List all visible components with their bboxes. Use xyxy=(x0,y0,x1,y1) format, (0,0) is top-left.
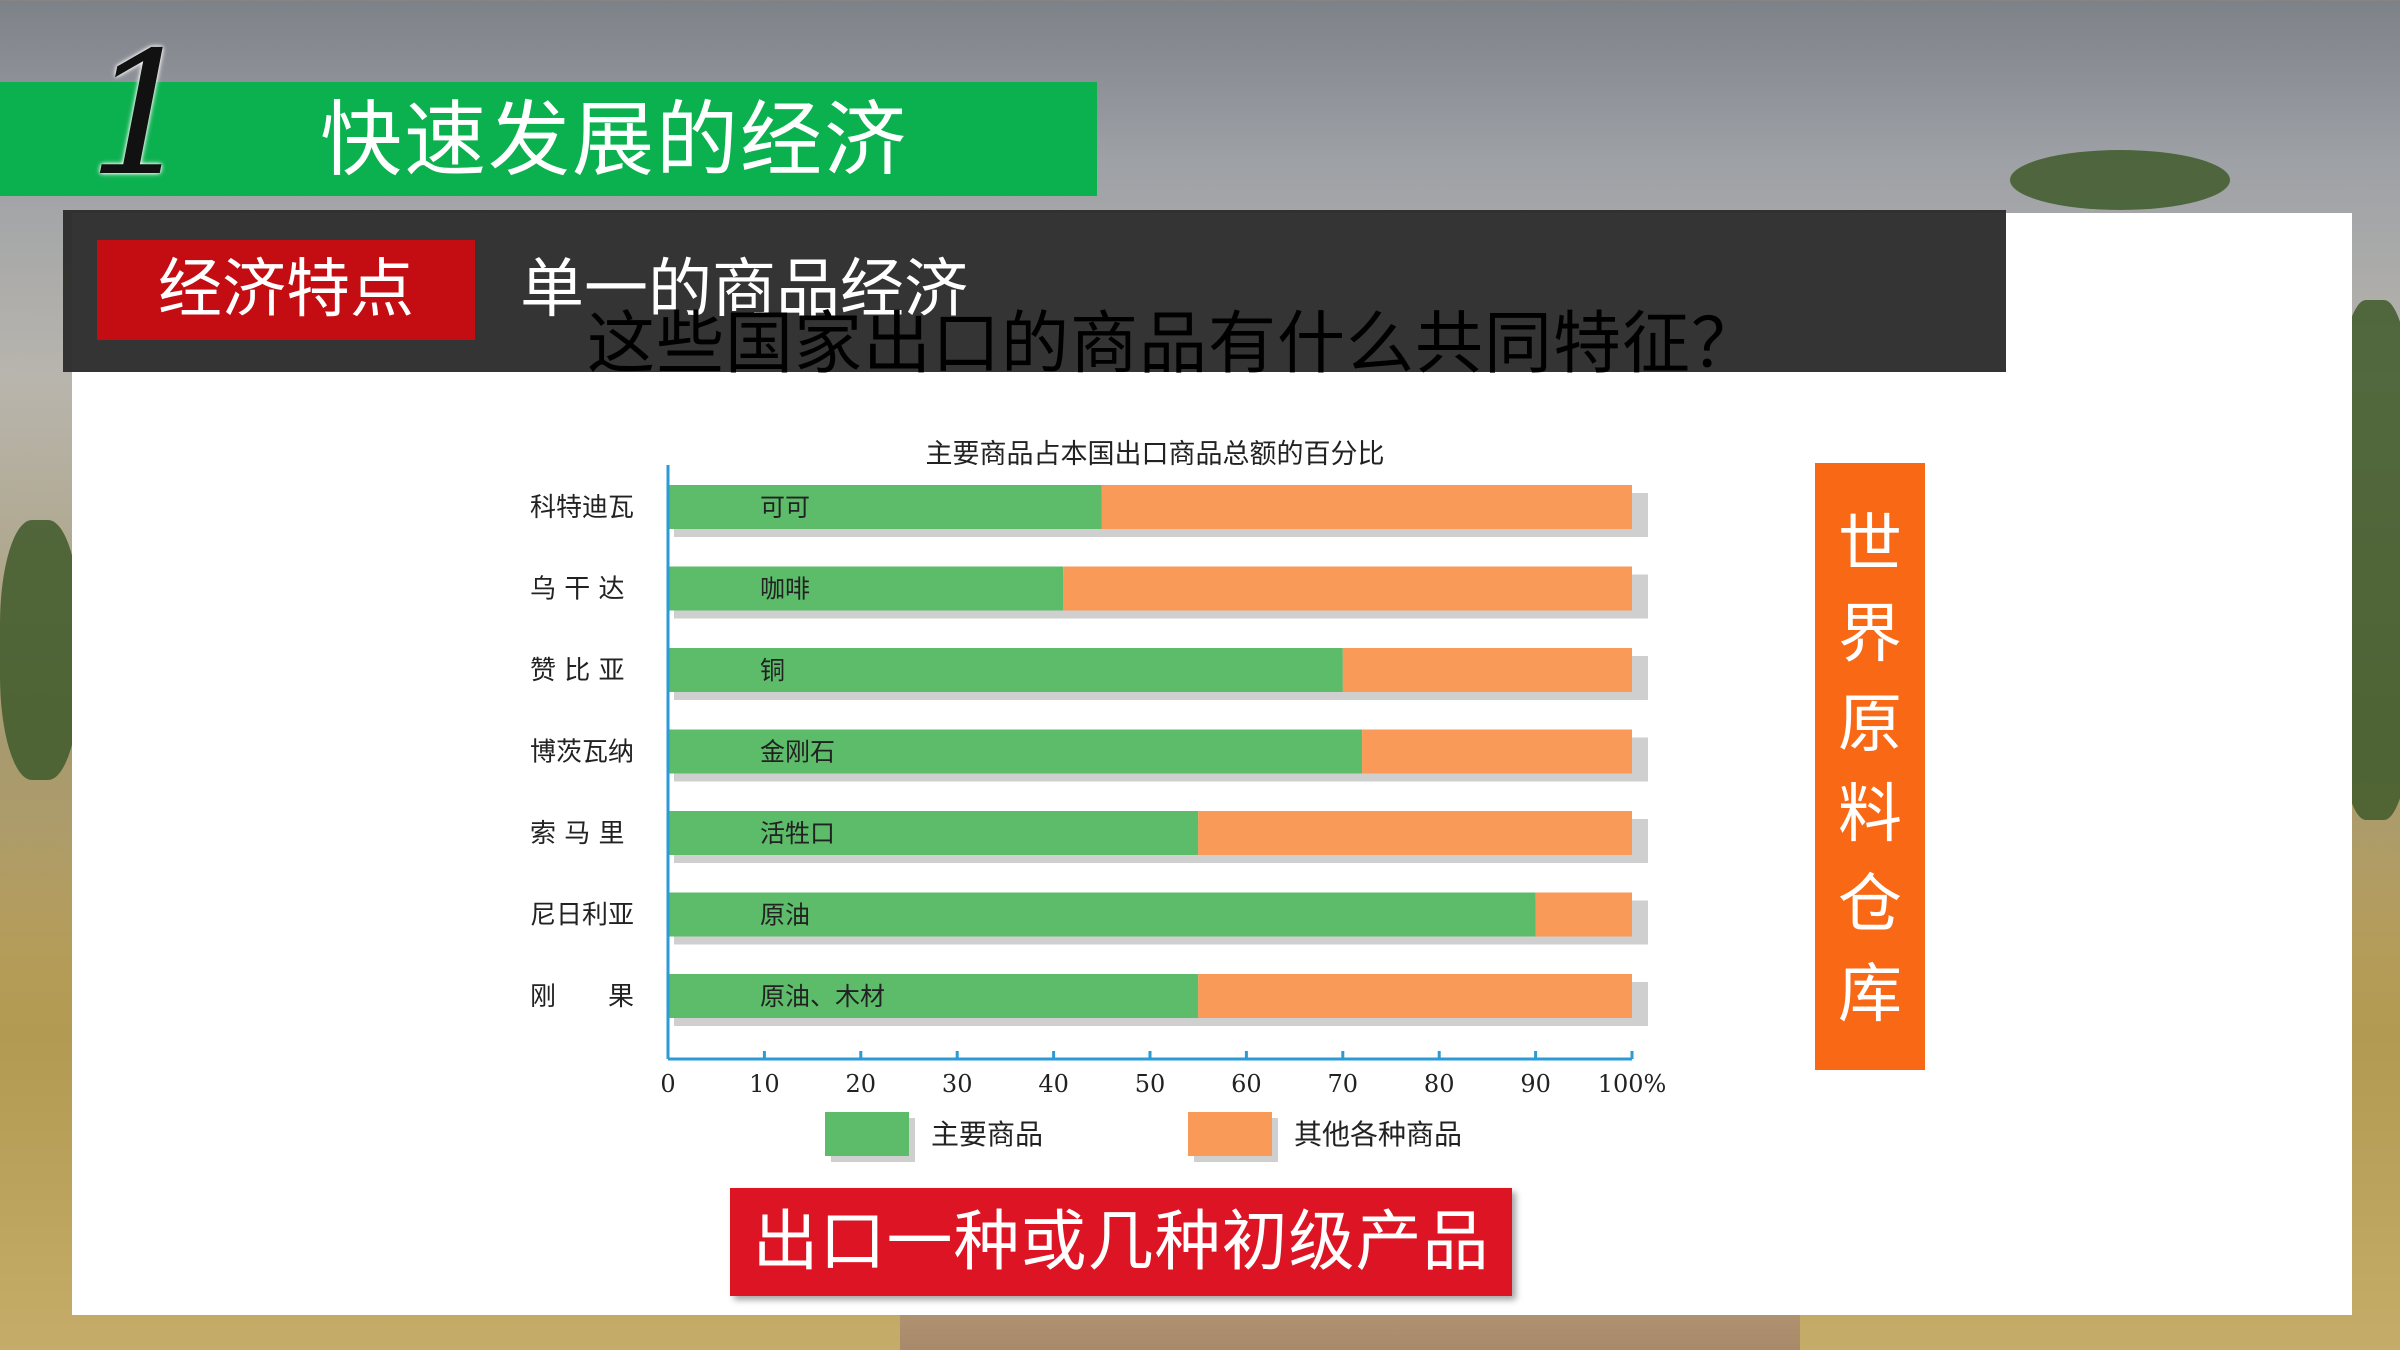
bar-other xyxy=(1362,730,1632,774)
legend-label: 其他各种商品 xyxy=(1294,1118,1462,1151)
bar-label: 金刚石 xyxy=(760,738,835,767)
x-tick-label: 50 xyxy=(1135,1070,1166,1098)
x-tick-label: 0 xyxy=(660,1070,675,1098)
bar-other xyxy=(1102,485,1632,529)
bar-label: 原油 xyxy=(760,901,810,930)
side-char: 世 xyxy=(1815,500,1925,590)
legend-swatch xyxy=(825,1112,909,1156)
side-char: 仓 xyxy=(1815,860,1925,950)
side-char: 料 xyxy=(1815,770,1925,860)
legend-swatch xyxy=(1188,1112,1272,1156)
category-label: 刚 果 xyxy=(530,982,634,1012)
category-label: 科特迪瓦 xyxy=(530,493,634,523)
x-tick-label: 30 xyxy=(942,1070,973,1098)
conclusion-text: 出口一种或几种初级产品 xyxy=(730,1188,1512,1296)
category-label: 索 马 里 xyxy=(530,819,625,849)
side-char: 库 xyxy=(1815,950,1925,1040)
bar-other xyxy=(1343,648,1632,692)
bar-main xyxy=(668,811,1198,855)
category-label: 乌 干 达 xyxy=(530,575,625,605)
chart-title: 主要商品占本国出口商品总额的百分比 xyxy=(926,439,1385,470)
side-char: 界 xyxy=(1815,590,1925,680)
side-char: 原 xyxy=(1815,680,1925,770)
feature-tag: 经济特点 xyxy=(97,240,475,340)
bar-label: 咖啡 xyxy=(760,575,810,604)
x-tick-label: 70 xyxy=(1328,1070,1359,1098)
category-label: 赞 比 亚 xyxy=(530,656,625,686)
x-tick-label: 60 xyxy=(1231,1070,1262,1098)
background-tree xyxy=(2010,150,2230,210)
bar-other xyxy=(1063,567,1632,611)
bar-other xyxy=(1198,974,1632,1018)
world-raw-material-label: 世 界 原 料 仓 库 xyxy=(1815,463,1925,1070)
x-tick-label: 90 xyxy=(1520,1070,1551,1098)
x-tick-label: 40 xyxy=(1038,1070,1069,1098)
bar-other xyxy=(1198,811,1632,855)
feature-tag-label: 经济特点 xyxy=(97,240,475,340)
bar-main xyxy=(668,485,1102,529)
legend-label: 主要商品 xyxy=(931,1118,1043,1151)
background-tree xyxy=(0,520,80,780)
category-label: 尼日利亚 xyxy=(530,901,634,931)
category-label: 博茨瓦纳 xyxy=(530,738,634,768)
bar-label: 铜 xyxy=(760,656,785,685)
bar-label: 活牲口 xyxy=(760,819,835,848)
question-text: 这些国家出口的商品有什么共同特征？ xyxy=(587,300,1760,390)
bar-main xyxy=(668,567,1063,611)
bar-label: 原油、木材 xyxy=(760,982,885,1011)
section-title: 快速发展的经济 xyxy=(320,86,908,196)
x-tick-label: 100% xyxy=(1598,1070,1667,1098)
x-tick-label: 10 xyxy=(749,1070,780,1098)
section-number: 1 xyxy=(88,30,196,200)
bar-other xyxy=(1536,893,1632,937)
conclusion-box: 出口一种或几种初级产品 xyxy=(730,1188,1512,1296)
x-tick-label: 20 xyxy=(846,1070,877,1098)
bar-label: 可可 xyxy=(760,493,810,522)
x-tick-label: 80 xyxy=(1424,1070,1455,1098)
bar-main xyxy=(668,974,1198,1018)
